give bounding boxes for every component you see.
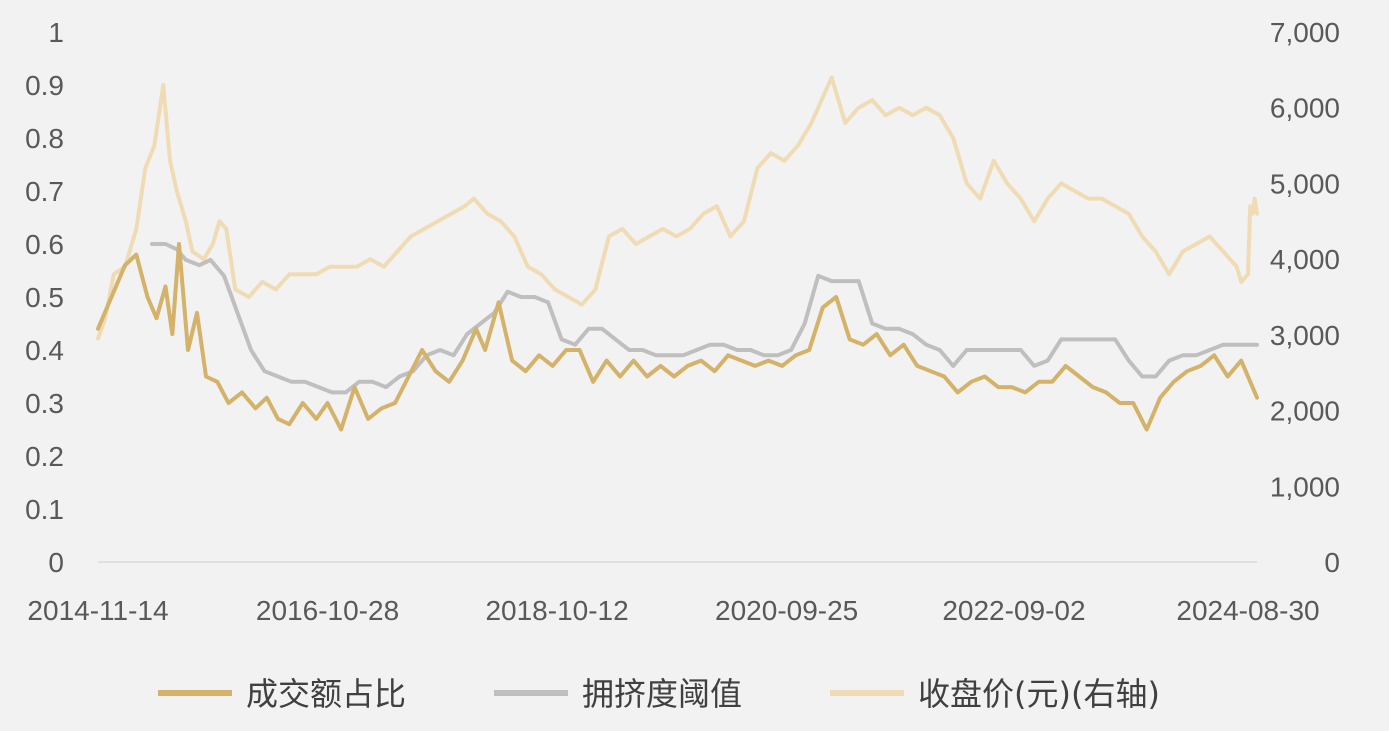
y-left-tick-label: 0.4 xyxy=(25,335,64,366)
y-right-tick-label: 7,000 xyxy=(1270,17,1340,48)
series-1 xyxy=(150,242,1259,395)
legend-label: 成交额占比 xyxy=(246,675,406,713)
series-line-2 xyxy=(96,75,1259,341)
legend-label: 拥挤度阈值 xyxy=(582,675,742,713)
x-tick-label: 2016-10-28 xyxy=(256,595,399,626)
y-left-tick-label: 0.9 xyxy=(25,70,64,101)
y-left-tick-label: 0.1 xyxy=(25,494,64,525)
legend-label: 收盘价(元)(右轴) xyxy=(918,675,1160,713)
y-left-tick-label: 0.6 xyxy=(25,229,64,260)
y-left-tick-label: 0.3 xyxy=(25,388,64,419)
series-2 xyxy=(96,75,1259,341)
x-tick-label: 2018-10-12 xyxy=(485,595,628,626)
legend-item-2: 收盘价(元)(右轴) xyxy=(830,675,1160,713)
y-left-tick-label: 0 xyxy=(48,547,64,578)
series-line-1 xyxy=(150,242,1259,395)
y-right-tick-label: 1,000 xyxy=(1270,471,1340,502)
x-tick-label: 2020-09-25 xyxy=(715,595,858,626)
y-left-tick-label: 0.7 xyxy=(25,176,64,207)
series-0 xyxy=(96,242,1259,432)
y-right-tick-label: 2,000 xyxy=(1270,396,1340,427)
x-tick-label: 2022-09-02 xyxy=(942,595,1085,626)
series-line-0 xyxy=(96,242,1259,432)
y-right-tick-label: 6,000 xyxy=(1270,93,1340,124)
x-tick-label: 2014-11-14 xyxy=(27,595,168,626)
legend-item-1: 拥挤度阈值 xyxy=(494,675,742,713)
y-left-tick-label: 0.2 xyxy=(25,441,64,472)
x-tick-label: 2024-08-30 xyxy=(1176,595,1319,626)
legend-item-0: 成交额占比 xyxy=(158,675,406,713)
y-right-tick-label: 0 xyxy=(1324,547,1340,578)
y-left-tick-label: 1 xyxy=(48,17,64,48)
y-left-tick-label: 0.8 xyxy=(25,123,64,154)
y-right-tick-label: 5,000 xyxy=(1270,168,1340,199)
y-right-tick-label: 3,000 xyxy=(1270,320,1340,351)
y-left-tick-label: 0.5 xyxy=(25,282,64,313)
y-right-tick-label: 4,000 xyxy=(1270,244,1340,275)
